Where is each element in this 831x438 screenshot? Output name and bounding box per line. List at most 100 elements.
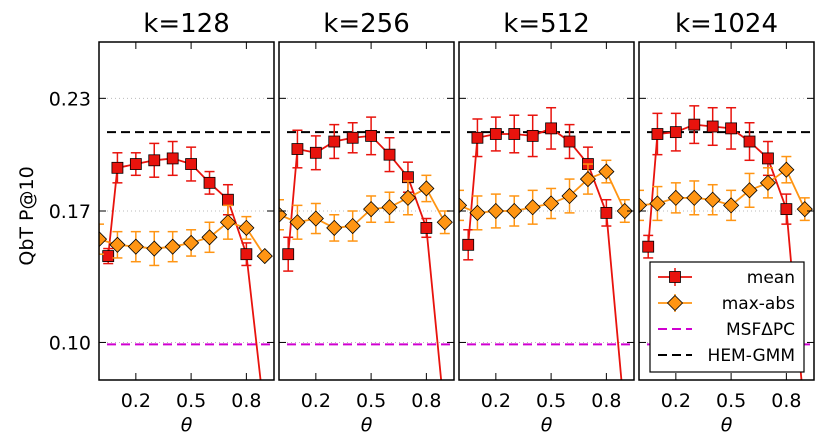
legend-label: MSFΔPC	[726, 320, 795, 340]
max-abs-point	[164, 238, 181, 255]
max-abs-point	[418, 180, 435, 197]
plot-area	[639, 105, 814, 380]
panels-group: k=128 0.2 0.5 0.8 θ 0.10 0.17 0.23 k=256 0.2 0.5 0.…	[49, 9, 815, 436]
legend-marker	[669, 271, 681, 283]
max-abs-point	[436, 214, 453, 231]
max-abs-point	[759, 174, 777, 191]
max-abs-point	[363, 201, 380, 218]
max-abs-point	[704, 191, 721, 208]
y-axis-label-group: QbT P@10	[16, 166, 38, 265]
mean-point	[222, 193, 234, 206]
max-abs-line	[99, 221, 266, 257]
max-abs-point	[289, 214, 306, 231]
max-abs-point	[796, 201, 813, 218]
mean-point	[545, 122, 558, 135]
plot-area	[99, 131, 274, 380]
mean-point	[780, 203, 793, 216]
mean-point	[365, 129, 378, 142]
legend-label: mean	[747, 268, 795, 288]
max-abs-line	[279, 187, 446, 229]
legend-marker	[666, 294, 684, 312]
max-abs-point	[326, 219, 343, 236]
max-abs-point	[399, 189, 417, 206]
mean-point	[651, 128, 664, 140]
max-abs-line	[639, 168, 806, 210]
max-abs-point	[381, 199, 398, 216]
plot-area	[459, 106, 634, 380]
mean-line	[107, 157, 262, 380]
y-tick-label: 0.10	[49, 332, 91, 354]
mean-point	[166, 152, 179, 165]
panel-1: k=256 0.2 0.5 0.8 θ	[278, 9, 455, 436]
max-abs-point	[219, 214, 237, 231]
panel-title: k=128	[143, 9, 229, 39]
max-abs-point	[127, 238, 144, 255]
x-tick-label: 0.8	[231, 390, 261, 412]
max-abs-point	[649, 195, 666, 212]
plot-area	[279, 116, 454, 380]
mean-point	[240, 248, 253, 261]
max-abs-point	[741, 182, 758, 199]
max-abs-point	[598, 163, 615, 180]
x-axis-label: θ	[541, 414, 553, 436]
y-axis-label: QbT P@10	[16, 166, 38, 265]
mean-line	[467, 127, 623, 380]
mean-point	[706, 120, 719, 133]
max-abs-point	[561, 187, 578, 205]
mean-point	[383, 148, 396, 161]
y-tick-label: 0.17	[49, 201, 91, 223]
max-abs-point	[344, 217, 361, 235]
panel-0: k=128 0.2 0.5 0.8 θ 0.10 0.17 0.23	[49, 9, 275, 436]
max-abs-point	[459, 197, 468, 214]
x-tick-label: 0.2	[121, 390, 151, 412]
mean-point	[102, 250, 115, 262]
legend-item-msf: MSFΔPC	[658, 320, 795, 340]
mean-point	[725, 122, 738, 135]
y-tick-label: 0.23	[49, 88, 91, 110]
mean-point	[291, 143, 304, 155]
mean-point	[762, 152, 774, 165]
mean-point	[328, 135, 341, 148]
max-abs-point	[487, 202, 504, 220]
legend-item-mean: mean	[658, 268, 795, 288]
legend: mean max-abs MSFΔPC HEM-GMM	[649, 261, 805, 373]
max-abs-point	[201, 229, 218, 246]
panel-title: k=256	[323, 9, 409, 39]
max-abs-point	[616, 202, 633, 220]
x-tick-label: 0.2	[301, 390, 331, 412]
x-tick-label: 0.5	[176, 390, 206, 412]
x-axis-label: θ	[361, 414, 373, 436]
mean-point	[563, 135, 576, 148]
x-tick-label: 0.8	[411, 390, 441, 412]
x-tick-label: 0.2	[661, 390, 691, 412]
max-abs-point	[307, 210, 324, 227]
mean-point	[688, 118, 701, 131]
max-abs-point	[183, 234, 200, 251]
max-abs-point	[146, 240, 163, 257]
max-abs-point	[99, 231, 108, 248]
mean-point	[420, 221, 433, 234]
mean-point	[642, 240, 655, 253]
x-tick-label: 0.8	[771, 390, 801, 412]
mean-point	[526, 129, 539, 142]
mean-point	[489, 128, 502, 140]
mean-point	[309, 146, 322, 159]
mean-point	[669, 126, 682, 139]
max-abs-point	[639, 197, 648, 214]
x-tick-label: 0.5	[356, 390, 386, 412]
max-abs-point	[109, 236, 126, 253]
x-tick-label: 0.8	[591, 390, 621, 412]
mean-point	[282, 248, 295, 261]
legend-label: HEM-GMM	[708, 346, 795, 366]
mean-point	[129, 158, 142, 170]
legend-label: max-abs	[722, 294, 795, 314]
x-axis-label: θ	[721, 414, 733, 436]
max-abs-point	[506, 202, 523, 220]
mean-point	[471, 131, 484, 144]
max-abs-point	[723, 197, 740, 214]
legend-item-max-abs: max-abs	[658, 294, 795, 314]
max-abs-point	[256, 248, 273, 265]
mean-line	[647, 123, 803, 380]
max-abs-point	[778, 161, 795, 178]
